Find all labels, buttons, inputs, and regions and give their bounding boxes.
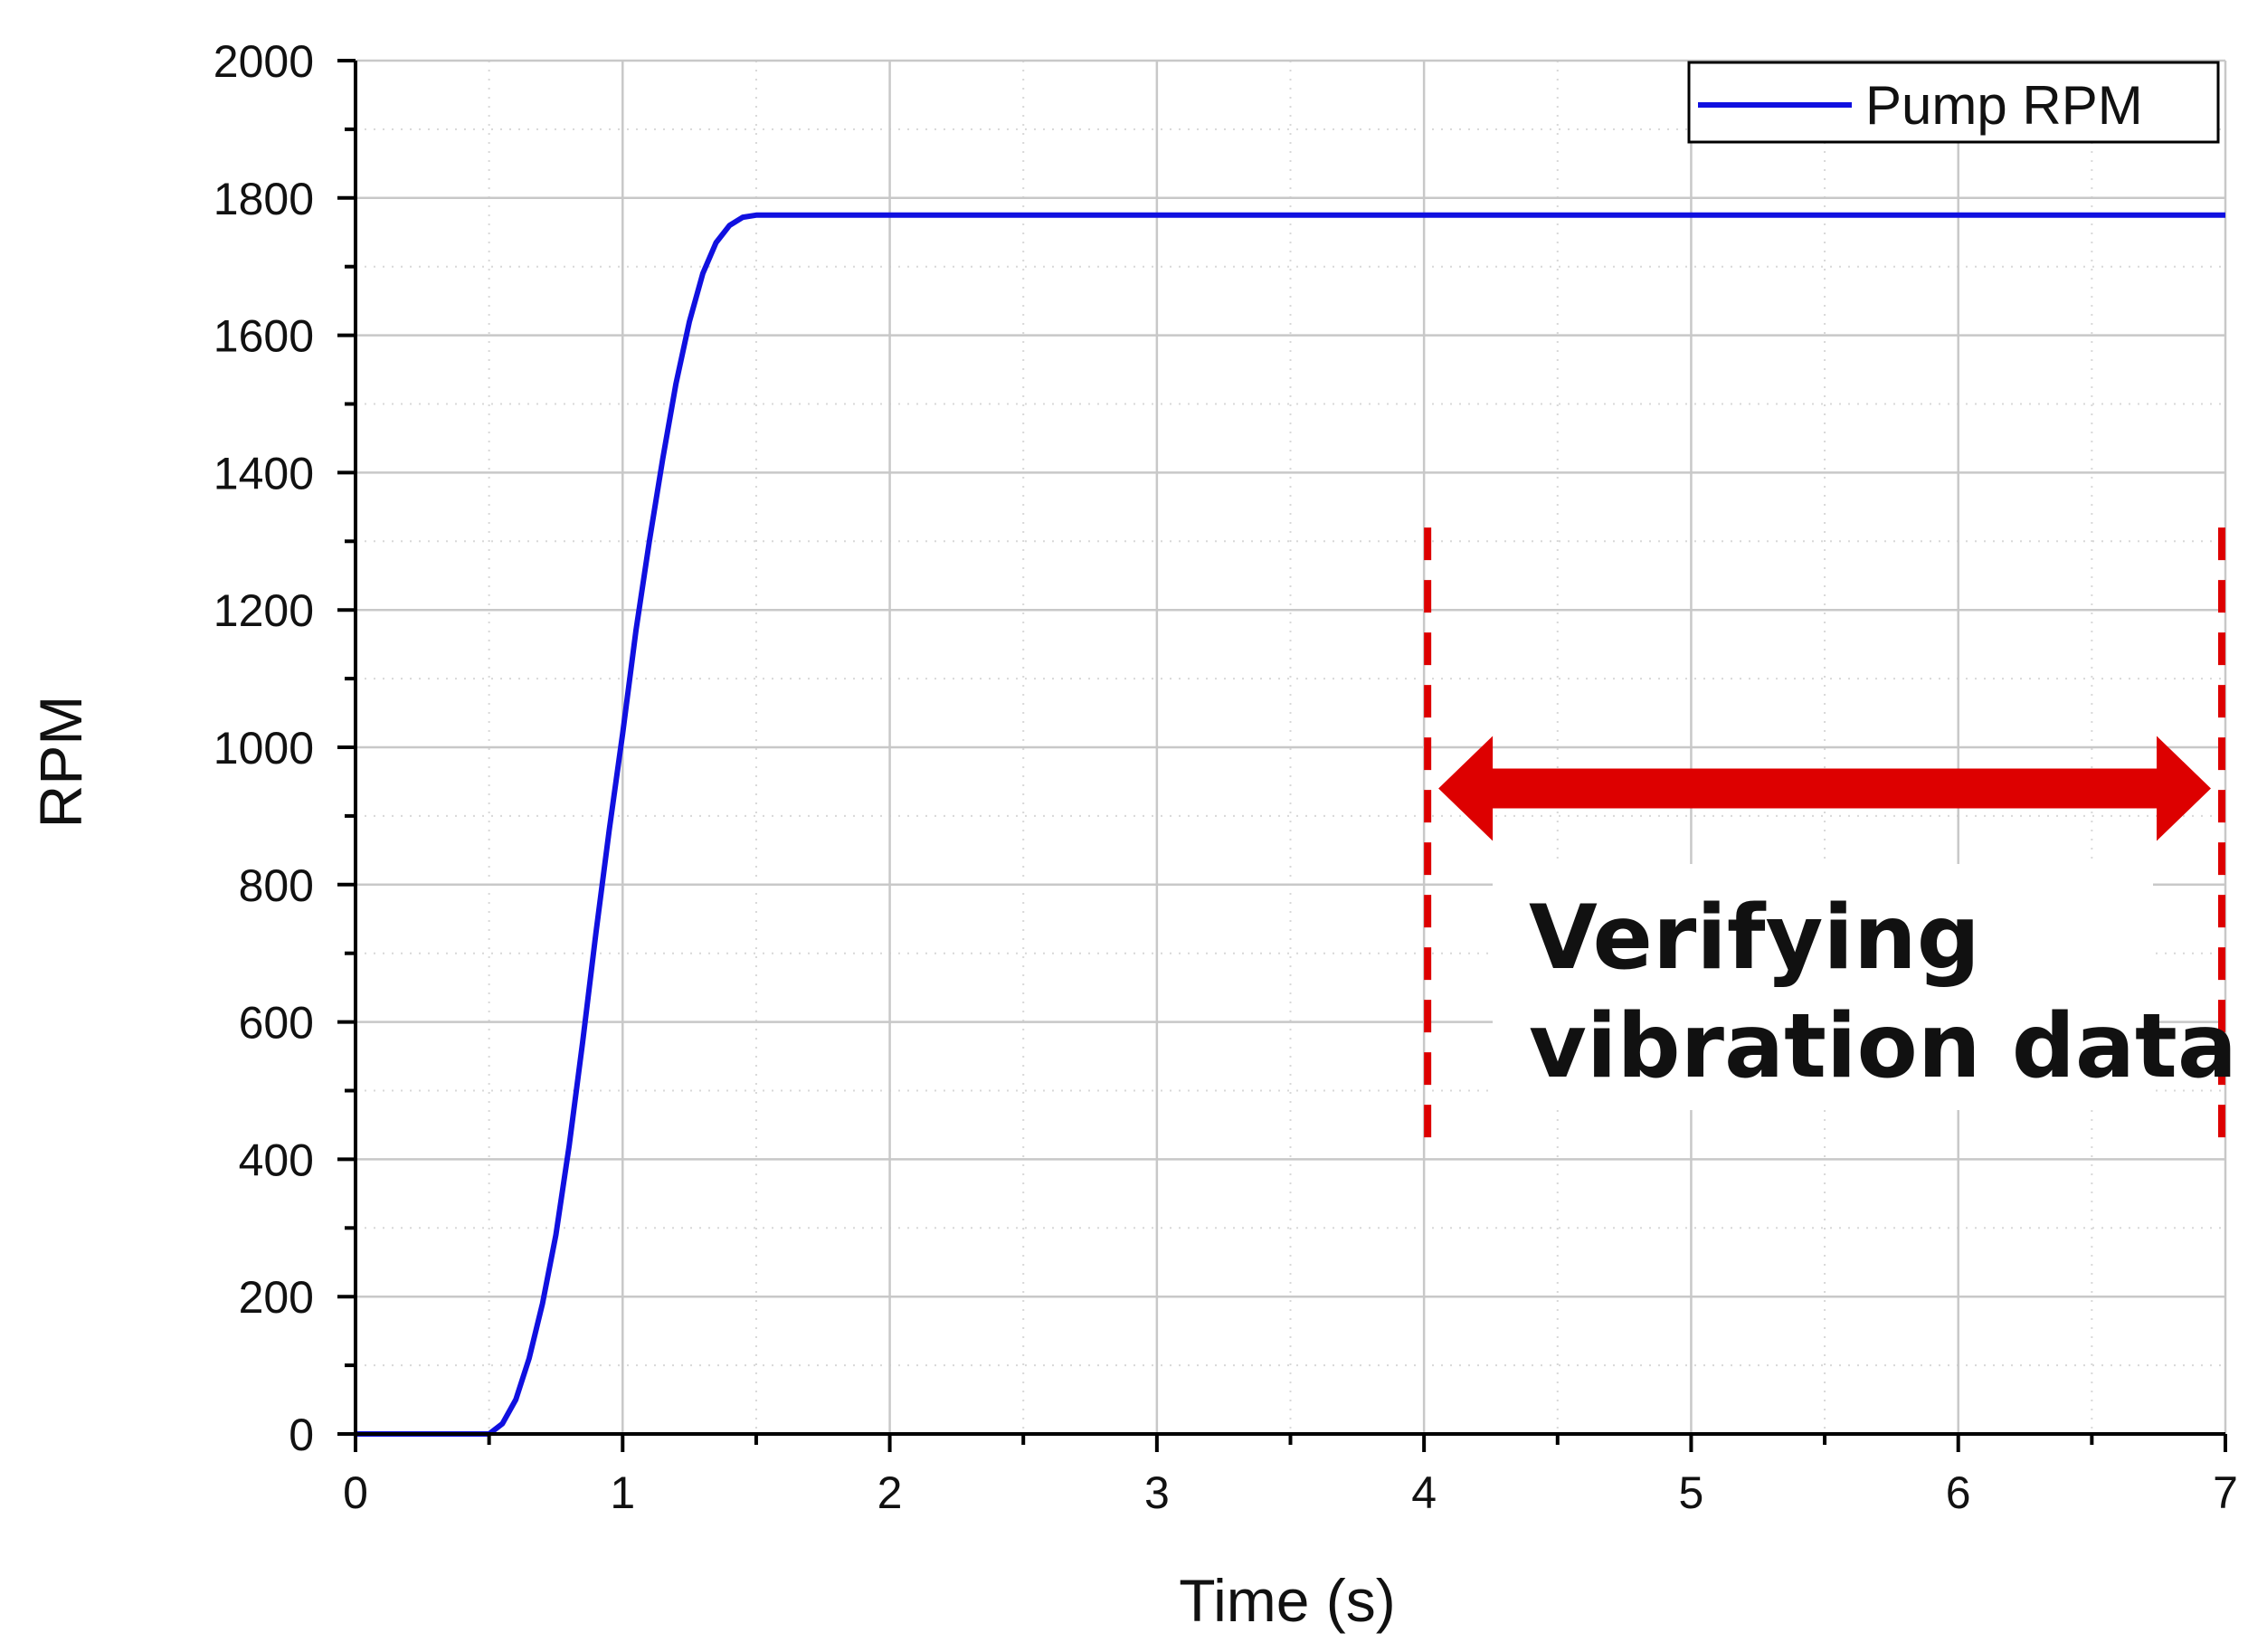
- double-headed-arrow: [1438, 736, 2211, 841]
- legend: Pump RPM: [1687, 61, 2220, 144]
- y-tick-label: 1000: [213, 723, 314, 774]
- x-tick-label: 4: [1411, 1467, 1437, 1518]
- annotation-text-line-1: Verifying: [1529, 887, 1980, 990]
- annotation-layer: [1424, 527, 2225, 1146]
- data-layer: [356, 212, 2225, 1437]
- x-tick-label: 1: [610, 1467, 635, 1518]
- axes-layer: 0 1 2 3 4 5 6 7 0 200 400 600 800 1000 1200 1400 1600 180…: [213, 36, 2238, 1518]
- annotation-text-background: [1493, 864, 2153, 1110]
- annotation-text-line-2: vibration data: [1529, 995, 2237, 1098]
- y-tick-label: 0: [289, 1410, 314, 1460]
- series-line-pump-rpm: [356, 212, 2225, 1437]
- x-tick-label: 0: [343, 1467, 368, 1518]
- x-tick-label: 6: [1946, 1467, 1971, 1518]
- annotation-text: Verifying vibration data: [1493, 864, 2237, 1110]
- x-tick-label: 3: [1144, 1467, 1170, 1518]
- x-tick-label: 7: [2213, 1467, 2238, 1518]
- y-tick-label: 600: [239, 998, 314, 1049]
- y-tick-label: 2000: [213, 36, 314, 87]
- y-tick-label: 200: [239, 1272, 314, 1323]
- y-tick-label: 1800: [213, 174, 314, 224]
- y-tick-label: 1400: [213, 448, 314, 498]
- y-tick-label: 800: [239, 860, 314, 911]
- y-tick-label: 1600: [213, 311, 314, 362]
- y-tick-label: 400: [239, 1135, 314, 1185]
- x-axis-title: Time (s): [1179, 1567, 1396, 1634]
- x-tick-label: 2: [877, 1467, 903, 1518]
- legend-label-pump-rpm: Pump RPM: [1865, 75, 2143, 136]
- y-tick-label: 1200: [213, 585, 314, 636]
- grid-layer: [356, 59, 2227, 1434]
- y-axis-title: RPM: [27, 696, 94, 829]
- x-tick-label: 5: [1679, 1467, 1704, 1518]
